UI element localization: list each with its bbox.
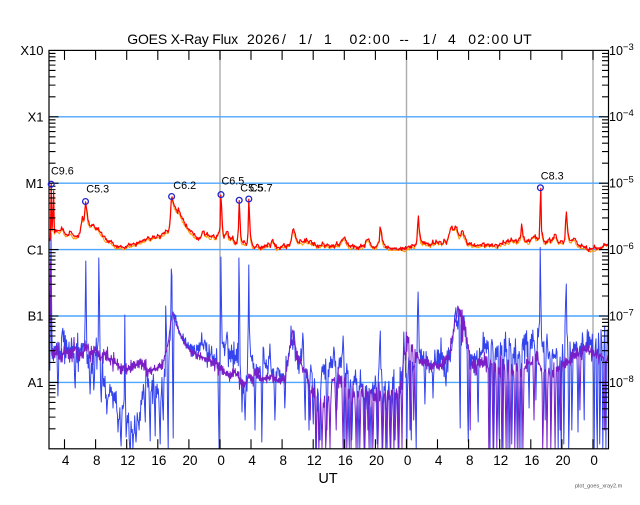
svg-text:20: 20: [182, 453, 197, 468]
svg-text:C1: C1: [27, 242, 44, 257]
svg-text:B1: B1: [28, 309, 44, 324]
svg-text:20: 20: [555, 453, 570, 468]
svg-text:4: 4: [248, 453, 256, 468]
svg-text:plot_goes_xray2.m: plot_goes_xray2.m: [575, 484, 623, 490]
svg-text:8: 8: [93, 453, 101, 468]
svg-text:M1: M1: [25, 176, 43, 191]
svg-text:16: 16: [151, 453, 166, 468]
svg-text:C6.2: C6.2: [173, 180, 196, 192]
svg-text:12: 12: [493, 453, 508, 468]
svg-text:8: 8: [279, 453, 287, 468]
svg-text:4: 4: [62, 453, 70, 468]
svg-text:C5.7: C5.7: [250, 182, 273, 194]
svg-text:X1: X1: [28, 110, 44, 125]
svg-text:0: 0: [404, 453, 412, 468]
svg-text:A1: A1: [28, 375, 44, 390]
svg-text:C5.5: C5.5: [240, 182, 263, 194]
svg-text:12: 12: [307, 453, 322, 468]
svg-text:16: 16: [524, 453, 539, 468]
svg-text:0: 0: [217, 453, 225, 468]
svg-text:C9.6: C9.6: [51, 166, 74, 178]
svg-text:20: 20: [369, 453, 384, 468]
svg-text:0: 0: [590, 453, 598, 468]
svg-text:C5.3: C5.3: [86, 184, 109, 196]
svg-text:UT: UT: [318, 471, 337, 487]
svg-text:4: 4: [435, 453, 443, 468]
svg-text:16: 16: [338, 453, 353, 468]
svg-text:X10: X10: [20, 43, 43, 58]
svg-text:12: 12: [120, 453, 135, 468]
svg-text:C6.5: C6.5: [222, 176, 245, 188]
svg-text:8: 8: [466, 453, 474, 468]
svg-text:C8.3: C8.3: [541, 170, 564, 182]
